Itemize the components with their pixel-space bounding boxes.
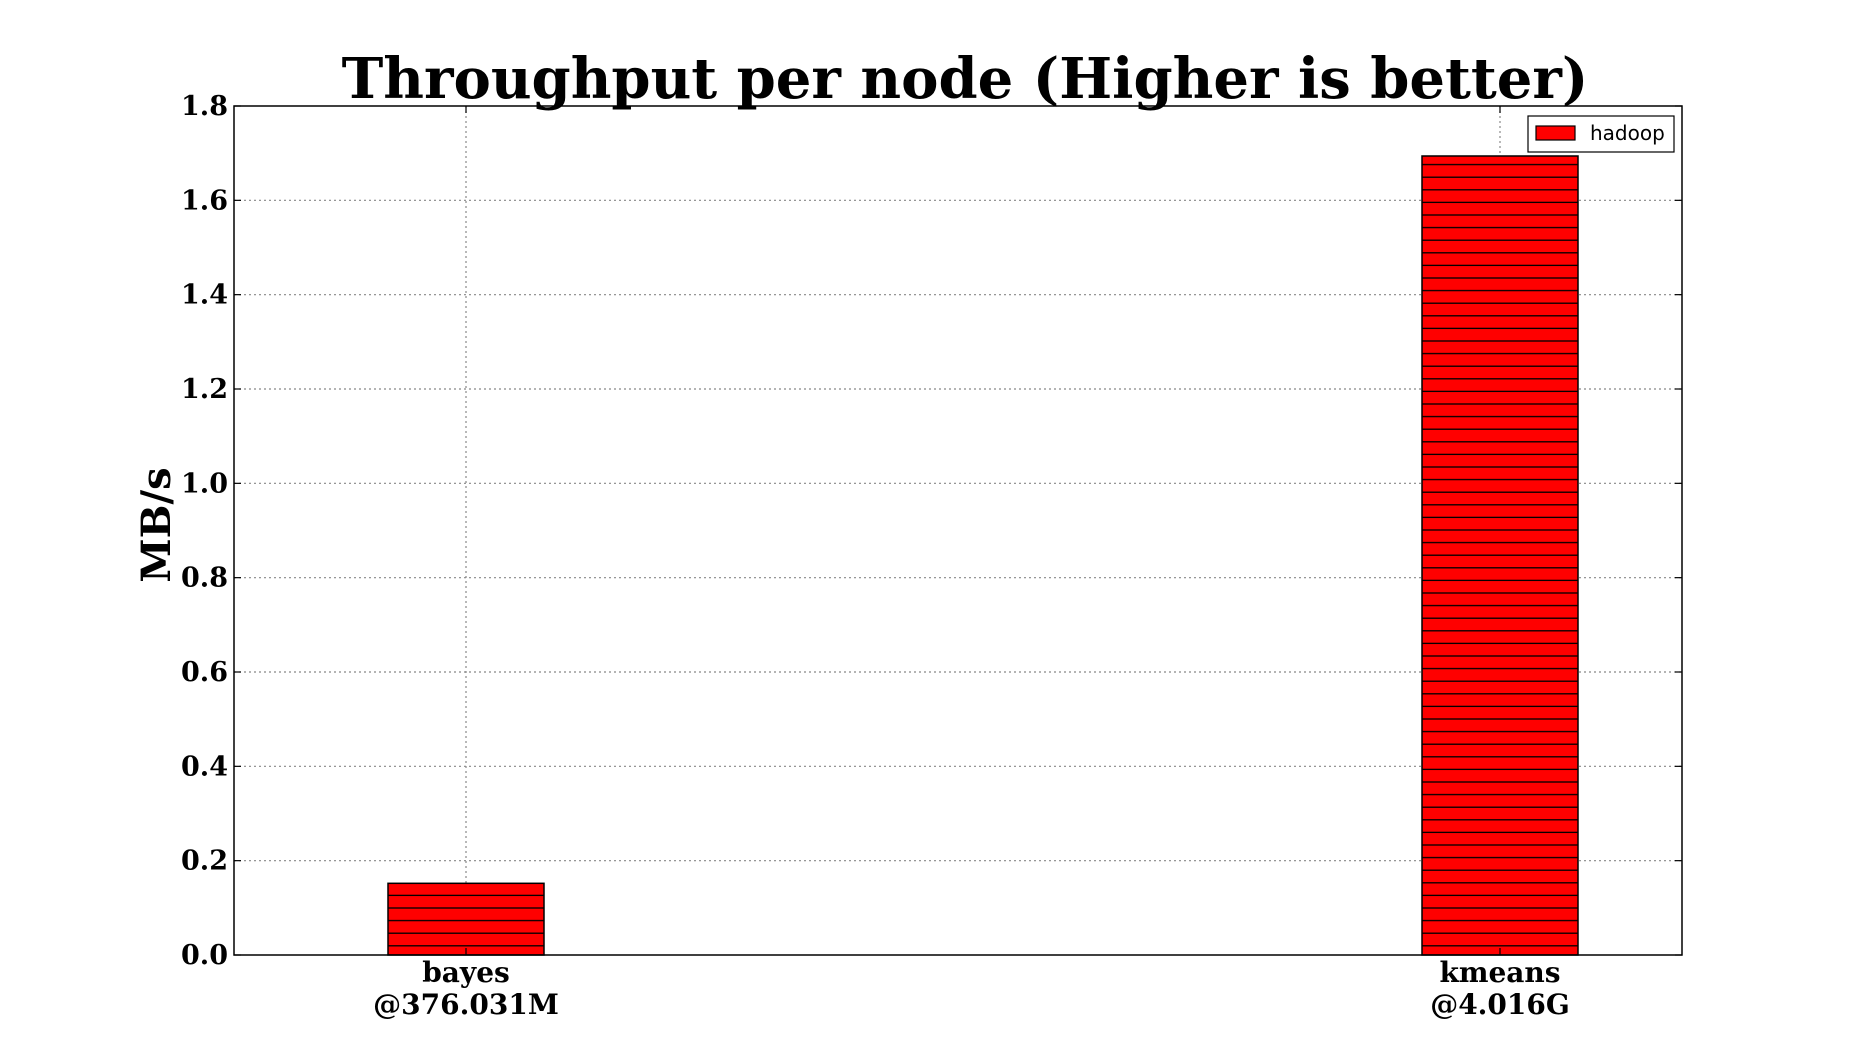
x-tick-sublabel: @4.016G: [1430, 988, 1570, 1021]
legend-label-hadoop: hadoop: [1590, 121, 1665, 145]
bar-hadoop-bayes: [387, 882, 545, 956]
y-tick-label: 1.8: [181, 91, 228, 122]
plot-frame: [233, 105, 1683, 956]
bar-hadoop-kmeans: [1421, 155, 1579, 956]
x-tick-sublabel: @376.031M: [373, 988, 559, 1021]
chart-title: Throughput per node (Higher is better): [342, 46, 1589, 112]
y-tick-label: 1.0: [181, 468, 228, 499]
x-tick-label: kmeans: [1439, 956, 1560, 989]
y-tick-label: 1.4: [181, 280, 228, 311]
legend-swatch-hadoop: [1535, 125, 1576, 141]
y-tick-label: 1.6: [181, 185, 228, 216]
y-tick-label: 0.0: [181, 940, 228, 971]
x-tick-labels: bayes@376.031M kmeans@4.016G: [373, 956, 1570, 1021]
axis-ticks: [234, 105, 1682, 956]
x-tick-label: bayes: [422, 956, 510, 989]
y-tick-label: 0.8: [181, 563, 228, 594]
legend: hadoop: [1527, 115, 1675, 153]
y-tick-labels: 0.0 0.2 0.4 0.6 0.8 1.0 1.2 1.4 1.6 1.8: [181, 91, 228, 971]
bars: [387, 155, 1579, 956]
y-tick-label: 0.2: [181, 846, 228, 877]
y-axis-label: MB/s: [133, 467, 180, 582]
y-tick-label: 0.6: [181, 657, 228, 688]
y-tick-label: 1.2: [181, 374, 228, 405]
y-tick-label: 0.4: [181, 751, 228, 782]
